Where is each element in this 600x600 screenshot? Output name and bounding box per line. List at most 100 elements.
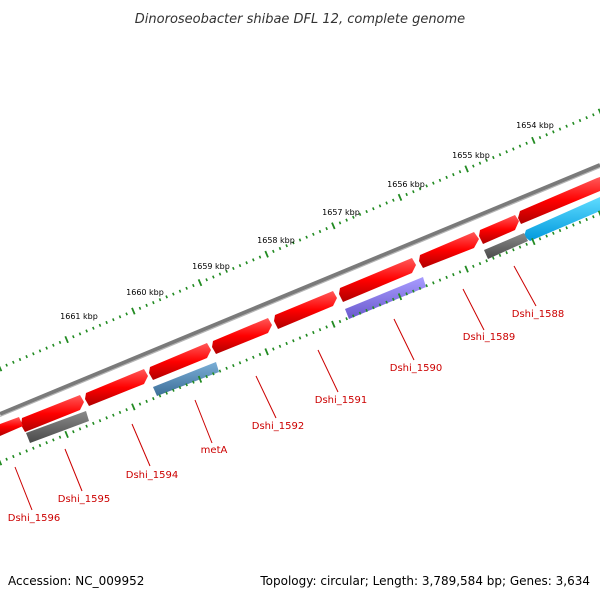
scale-tick — [131, 403, 136, 411]
kbp-label-1660: 1660 kbp — [126, 288, 164, 297]
scale-tick — [464, 265, 469, 273]
scale-tick — [485, 259, 488, 263]
scale-tick — [232, 266, 235, 271]
scale-tick — [358, 212, 362, 216]
scale-tick — [225, 366, 228, 370]
leader-line — [131, 423, 151, 467]
scale-tick — [565, 124, 568, 128]
pseudo-feature[interactable] — [484, 233, 528, 259]
scale-tick — [64, 430, 69, 439]
scale-tick — [197, 279, 203, 287]
gene-feature[interactable] — [518, 177, 600, 224]
scale-tick — [145, 303, 148, 308]
scale-tick — [397, 193, 403, 201]
gene-label-dshi-1594[interactable]: Dshi_1594 — [126, 470, 178, 481]
scale-tick — [432, 281, 435, 285]
scale-tick — [518, 144, 522, 148]
pseudo-feature[interactable] — [26, 411, 89, 443]
kbp-label-1659: 1659 kbp — [192, 262, 230, 271]
reverse-strand-features — [26, 197, 600, 443]
scale-tick — [12, 360, 15, 364]
gene-label-meta[interactable]: metA — [201, 445, 228, 456]
leader-line — [255, 375, 277, 419]
outer-scale-ticks — [0, 108, 600, 372]
scale-tick — [131, 307, 136, 315]
rrna-feature[interactable] — [345, 277, 426, 319]
scale-tick — [258, 352, 262, 357]
scale-tick — [378, 204, 382, 208]
map-title: Dinoroseobacter shibae DFL 12, complete … — [135, 12, 465, 27]
gene-feature[interactable] — [212, 318, 272, 354]
scale-tick — [585, 217, 588, 222]
scale-tick — [105, 416, 108, 420]
gene-feature[interactable] — [21, 395, 84, 432]
gene-label-dshi-1595[interactable]: Dshi_1595 — [58, 494, 110, 505]
scale-tick — [292, 339, 295, 343]
scale-tick — [264, 250, 269, 258]
scale-tick — [438, 278, 442, 282]
scale-tick — [178, 386, 182, 390]
scale-tick — [172, 292, 175, 296]
scale-tick — [412, 289, 415, 293]
scale-tick — [278, 246, 282, 251]
scale-tick — [464, 165, 469, 173]
scale-tick — [485, 158, 488, 162]
gene-feature[interactable] — [149, 343, 211, 380]
scale-tick — [531, 136, 536, 145]
gene-label-dshi-1592[interactable]: Dshi_1592 — [252, 421, 304, 432]
gene-feature[interactable] — [85, 369, 148, 406]
scale-tick — [5, 457, 8, 461]
gene-label-dshi-1589[interactable]: Dshi_1589 — [463, 332, 515, 343]
scale-tick — [531, 237, 536, 246]
scale-tick — [298, 238, 302, 242]
gene-label-dshi-1596[interactable]: Dshi_1596 — [8, 513, 60, 524]
scale-tick — [12, 454, 15, 459]
scale-tick — [205, 374, 208, 379]
gene-feature[interactable] — [419, 232, 479, 268]
scale-tick — [152, 300, 155, 305]
scale-tick — [72, 430, 75, 434]
gene-label-dshi-1590[interactable]: Dshi_1590 — [390, 363, 442, 374]
other-rna-feature[interactable] — [524, 197, 600, 241]
inner-scale-ticks — [0, 210, 600, 466]
scale-tick — [145, 399, 148, 404]
scale-tick — [38, 443, 42, 448]
scale-tick — [525, 242, 528, 246]
scale-tick — [85, 329, 88, 333]
scale-tick — [252, 258, 255, 262]
scale-tick — [197, 375, 203, 383]
gene-feature[interactable] — [0, 417, 23, 436]
trna-feature[interactable] — [153, 362, 219, 396]
scale-tick — [152, 396, 155, 401]
gene-feature[interactable] — [274, 291, 337, 329]
scale-tick — [72, 335, 75, 339]
scale-tick — [218, 369, 222, 373]
gene-feature[interactable] — [479, 215, 519, 244]
kbp-label-1661: 1661 kbp — [60, 312, 98, 321]
scale-tick — [552, 231, 555, 235]
gene-label-dshi-1591[interactable]: Dshi_1591 — [315, 395, 367, 406]
scale-tick — [325, 226, 328, 231]
scale-tick — [238, 264, 242, 268]
label-leaders — [14, 265, 537, 511]
scale-tick — [331, 222, 336, 230]
gene-label-dshi-1588[interactable]: Dshi_1588 — [512, 309, 564, 320]
scale-tick — [438, 178, 442, 182]
leader-line — [14, 466, 33, 511]
scale-tick — [125, 408, 128, 412]
scale-tick — [58, 435, 62, 439]
scale-tick — [272, 249, 275, 254]
gene-feature[interactable] — [339, 258, 416, 302]
scale-tick — [597, 108, 600, 115]
kbp-label-1657: 1657 kbp — [322, 208, 360, 217]
scale-tick — [78, 427, 82, 431]
scale-tick — [305, 235, 308, 239]
scale-tick — [92, 326, 95, 330]
scale-tick — [445, 175, 448, 180]
scale-tick — [105, 320, 108, 325]
scale-tick — [578, 220, 582, 224]
scale-tick — [325, 325, 328, 329]
scale-tick — [512, 248, 515, 252]
scale-tick — [492, 256, 495, 260]
scale-tick — [365, 209, 368, 214]
